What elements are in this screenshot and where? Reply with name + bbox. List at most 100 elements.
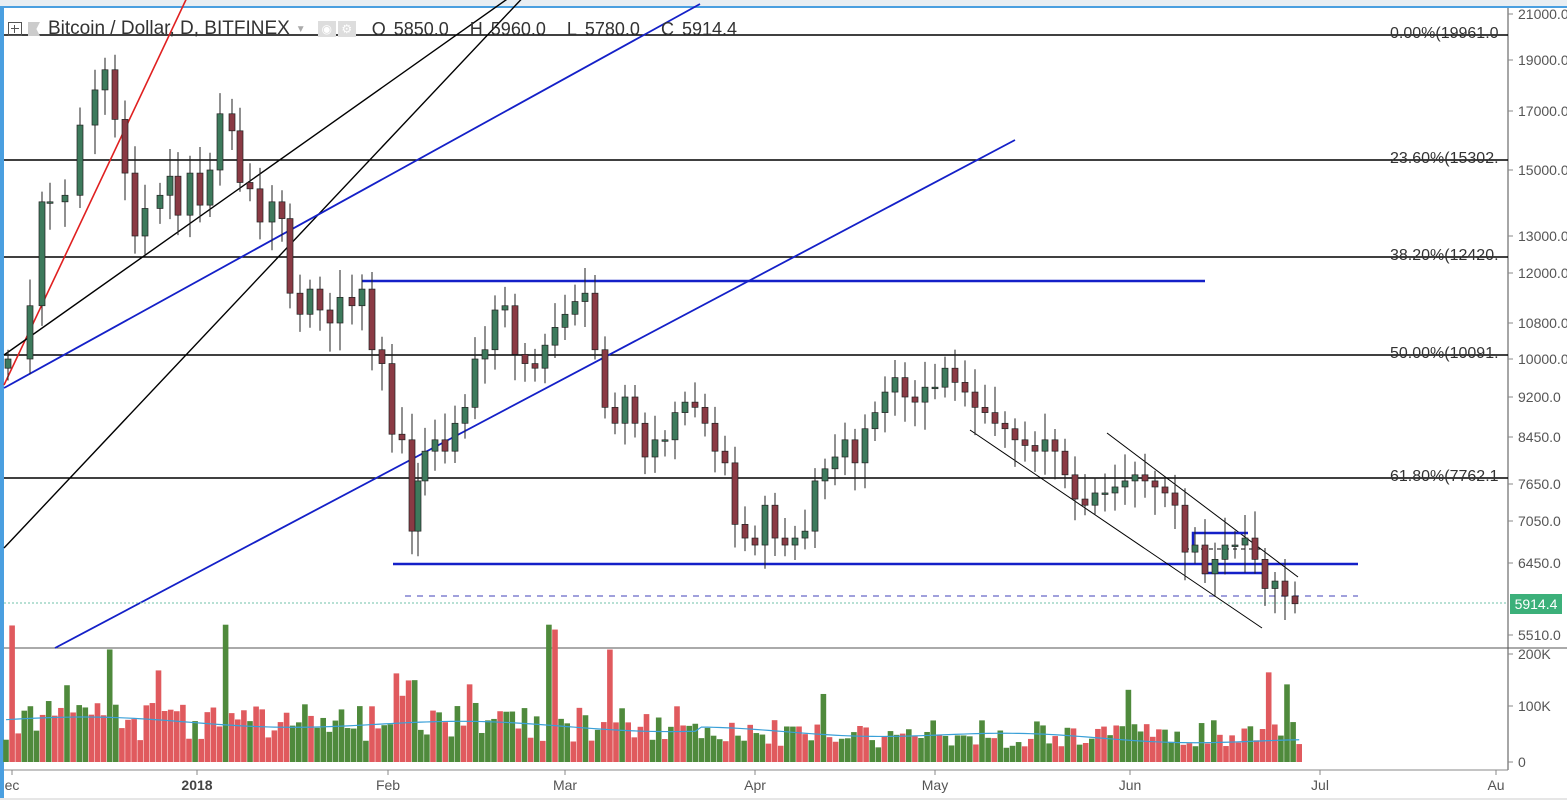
- up-candle: [941, 367, 949, 388]
- up-candle: [891, 377, 899, 393]
- black-trendline: [3, 0, 522, 549]
- volume-bar-down: [802, 734, 808, 762]
- volume-bar-up: [320, 717, 326, 762]
- volume-bar-up: [1284, 684, 1290, 762]
- volume-bar-up: [619, 708, 625, 762]
- up-candle: [1041, 439, 1049, 452]
- volume-bar-down: [1229, 735, 1235, 762]
- volume-bar-down: [1150, 736, 1156, 762]
- volume-bar-up: [887, 731, 894, 762]
- volume-bar-up: [686, 725, 692, 762]
- volume-bar-down: [180, 704, 186, 762]
- volume-bar-down: [198, 738, 204, 762]
- down-candle: [601, 349, 609, 408]
- volume-bar-up: [64, 685, 70, 762]
- price-tick-label: 17000.0: [1518, 103, 1567, 119]
- volume-bar-up: [314, 727, 320, 762]
- up-candle: [481, 349, 489, 360]
- volume-bar-down: [405, 680, 412, 762]
- up-candle: [4, 358, 12, 369]
- volume-bar-down: [1186, 743, 1193, 762]
- volume-bar-up: [381, 725, 387, 762]
- volume-bar-down: [460, 725, 467, 762]
- volume-bar-down: [1241, 728, 1248, 762]
- up-candle: [76, 124, 84, 196]
- gear-icon[interactable]: ⚙: [337, 21, 356, 37]
- volume-bar-up: [558, 718, 564, 762]
- up-candle: [1121, 480, 1129, 488]
- blue-trendline: [3, 3, 701, 389]
- volume-bar-down: [100, 715, 107, 762]
- volume-bar-up: [930, 720, 936, 762]
- volume-bar-down: [1058, 746, 1065, 762]
- down-candle: [751, 537, 759, 546]
- up-candle: [861, 428, 869, 464]
- symbol-title[interactable]: Bitcoin / Dollar, D, BITFINEX: [48, 18, 290, 39]
- eye-icon[interactable]: ◉: [317, 21, 336, 37]
- up-candle: [61, 194, 69, 203]
- volume-bar-up: [357, 706, 363, 762]
- down-candle: [326, 309, 334, 324]
- volume-bar-down: [70, 712, 76, 762]
- flag-icon[interactable]: [28, 22, 40, 36]
- channel-line: [1106, 432, 1299, 578]
- down-candle: [781, 537, 789, 546]
- up-candle: [216, 113, 224, 171]
- volume-bar-down: [369, 706, 375, 762]
- down-candle: [701, 406, 709, 424]
- down-candle: [131, 172, 139, 237]
- volume-bar-down: [1223, 746, 1229, 762]
- volume-bar-up: [692, 723, 699, 762]
- volume-bar-up: [893, 734, 900, 762]
- time-tick-label: Jun: [1118, 777, 1142, 793]
- down-candle: [278, 201, 286, 219]
- down-candle: [111, 69, 119, 120]
- volume-bar-up: [411, 680, 418, 762]
- up-candle: [651, 439, 659, 458]
- volume-bar-up: [454, 706, 461, 762]
- up-candle: [871, 412, 879, 430]
- volume-bar-up: [838, 738, 845, 762]
- up-candle: [571, 301, 579, 315]
- up-candle: [1231, 544, 1239, 547]
- up-candle: [1101, 492, 1109, 495]
- time-tick-label: Feb: [375, 777, 401, 793]
- volume-bar-up: [655, 717, 662, 762]
- volume-bar-down: [625, 722, 631, 762]
- down-candle: [991, 412, 999, 424]
- up-candle: [451, 422, 459, 452]
- volume-bar-up: [33, 730, 40, 762]
- down-candle: [971, 391, 979, 408]
- volume-bar-down: [1052, 736, 1058, 762]
- down-candle: [521, 353, 529, 364]
- volume-bar-up: [1168, 741, 1174, 762]
- up-candle: [358, 288, 366, 307]
- volume-bar-up: [869, 740, 875, 762]
- volume-bar-up: [1089, 738, 1095, 762]
- volume-bar-down: [1272, 724, 1278, 762]
- volume-bar-up: [3, 739, 9, 762]
- volume-bar-up: [698, 738, 705, 762]
- price-tick-label: 6450.0: [1518, 555, 1561, 571]
- up-candle: [811, 480, 819, 532]
- down-candle: [731, 462, 739, 525]
- volume-bar-down: [631, 737, 638, 762]
- volume-bar-down: [131, 719, 137, 762]
- high-value: H 5960.0: [469, 18, 546, 39]
- down-candle: [408, 439, 416, 532]
- up-candle: [141, 208, 149, 237]
- up-candle: [471, 358, 479, 408]
- volume-bar-up: [448, 736, 455, 762]
- chevron-down-icon[interactable]: ▼: [295, 23, 306, 35]
- volume-bar-up: [289, 725, 296, 762]
- volume-bar-down: [1156, 729, 1162, 762]
- expand-icon[interactable]: [8, 22, 22, 36]
- up-candle: [26, 305, 34, 360]
- volume-bar-down: [9, 625, 15, 762]
- volume-bar-up: [436, 712, 442, 762]
- volume-bar-up: [1003, 747, 1010, 762]
- down-candle: [1011, 428, 1019, 441]
- volume-bar-down: [259, 709, 265, 762]
- down-candle: [741, 524, 749, 539]
